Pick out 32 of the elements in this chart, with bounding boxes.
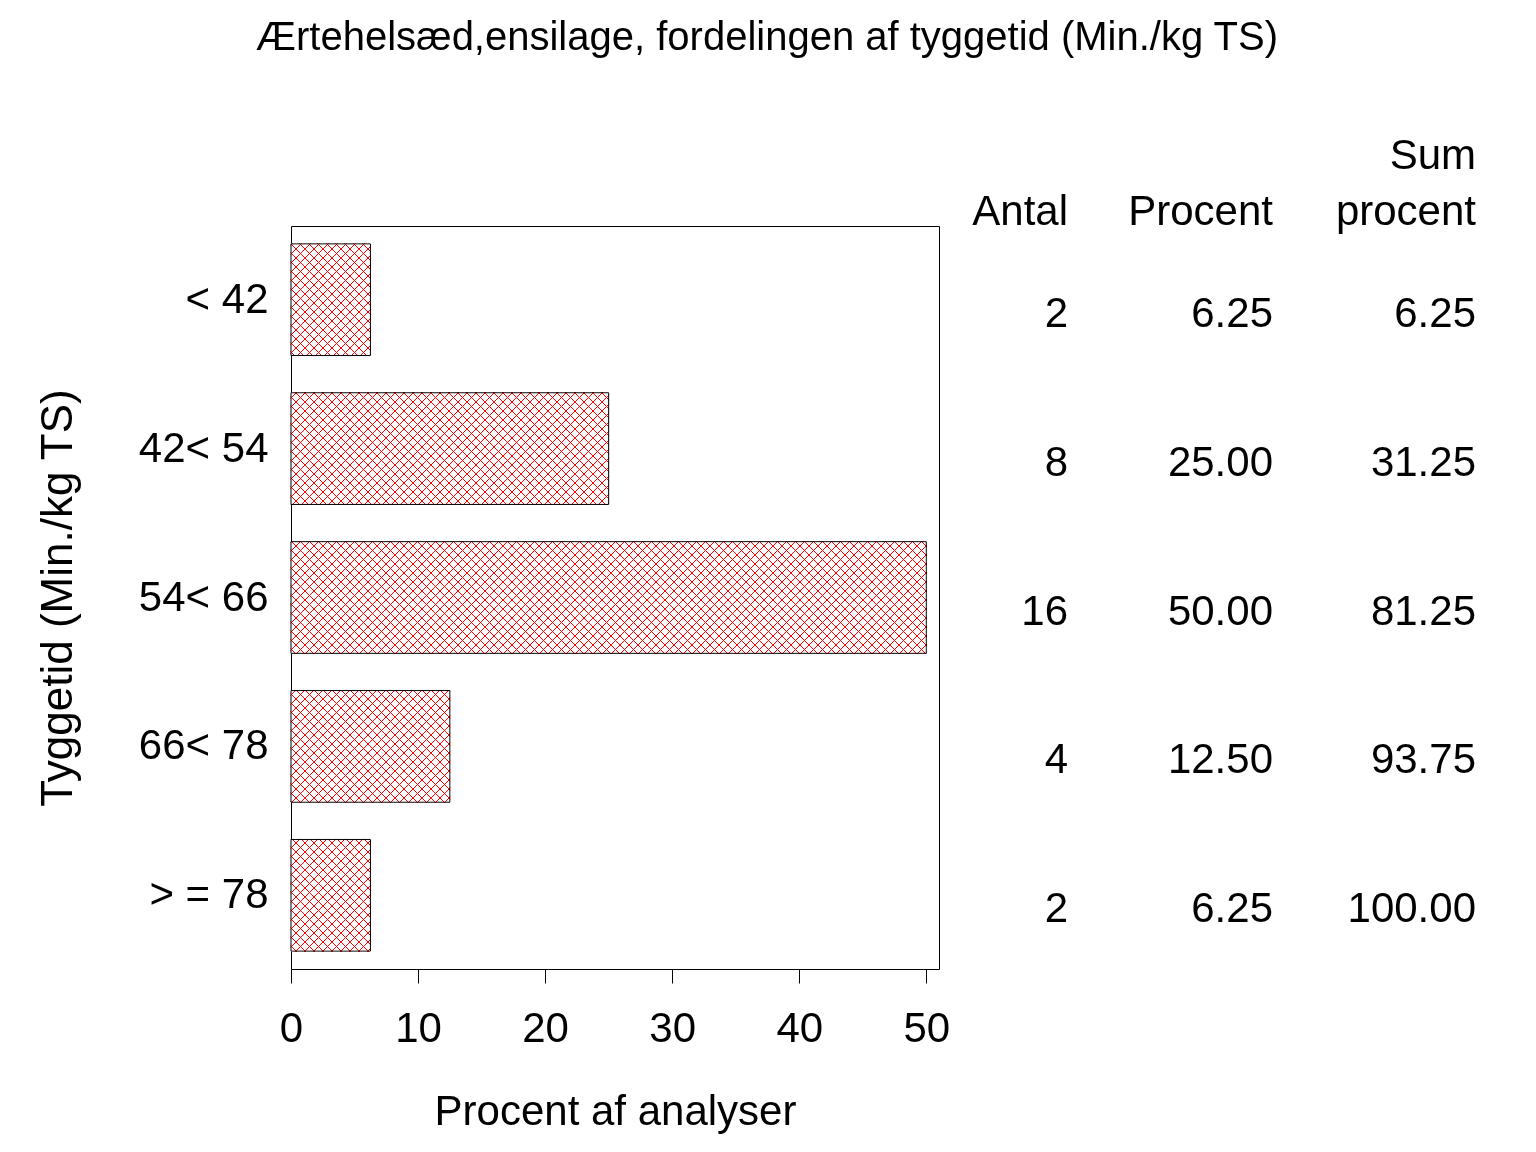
text: 16 bbox=[1021, 586, 1068, 634]
text: 31.25 bbox=[1370, 437, 1476, 485]
x-tick-label: 30 bbox=[649, 1003, 697, 1051]
text: 4 bbox=[1044, 735, 1068, 783]
text: 100.00 bbox=[1347, 884, 1476, 932]
data-label: 12.50 bbox=[1167, 735, 1273, 783]
x-tick-label: 0 bbox=[279, 1003, 304, 1051]
data-label: 50.00 bbox=[1167, 586, 1273, 634]
x-tick-label: 40 bbox=[776, 1003, 824, 1051]
text: 81.25 bbox=[1370, 586, 1476, 634]
y-tick-label: > = 78 bbox=[149, 870, 269, 918]
text: Procent bbox=[1128, 187, 1274, 234]
x-tick-label: 50 bbox=[903, 1003, 951, 1051]
x-tick-label: 20 bbox=[522, 1003, 569, 1051]
text: Antal bbox=[972, 187, 1068, 234]
y-tick-label: 54< 66 bbox=[138, 572, 269, 620]
text: 2 bbox=[1044, 288, 1068, 336]
y-axis-title: Tyggetid (Min./kg TS) bbox=[31, 389, 81, 807]
y-tick-label: 42< 54 bbox=[138, 423, 269, 471]
y-tick-label: < 42 bbox=[185, 274, 269, 322]
data-label: 6.25 bbox=[1191, 288, 1273, 336]
data-label: 25.00 bbox=[1167, 437, 1273, 485]
text: 93.75 bbox=[1370, 735, 1476, 783]
y-tick-label: 66< 78 bbox=[138, 721, 269, 769]
text: 2 bbox=[1044, 884, 1068, 932]
text: Sum procent bbox=[1335, 131, 1477, 234]
text: 6.25 bbox=[1394, 288, 1476, 336]
x-tick-label: 10 bbox=[395, 1003, 442, 1051]
text: 8 bbox=[1044, 437, 1068, 485]
data-label: 6.25 bbox=[1191, 884, 1273, 932]
chart-title: Ærtehelsæd,ensilage, fordelingen af tyggetid (Min./kg TS) bbox=[255, 14, 1279, 58]
x-axis-title: Procent af analyser bbox=[434, 1086, 797, 1134]
